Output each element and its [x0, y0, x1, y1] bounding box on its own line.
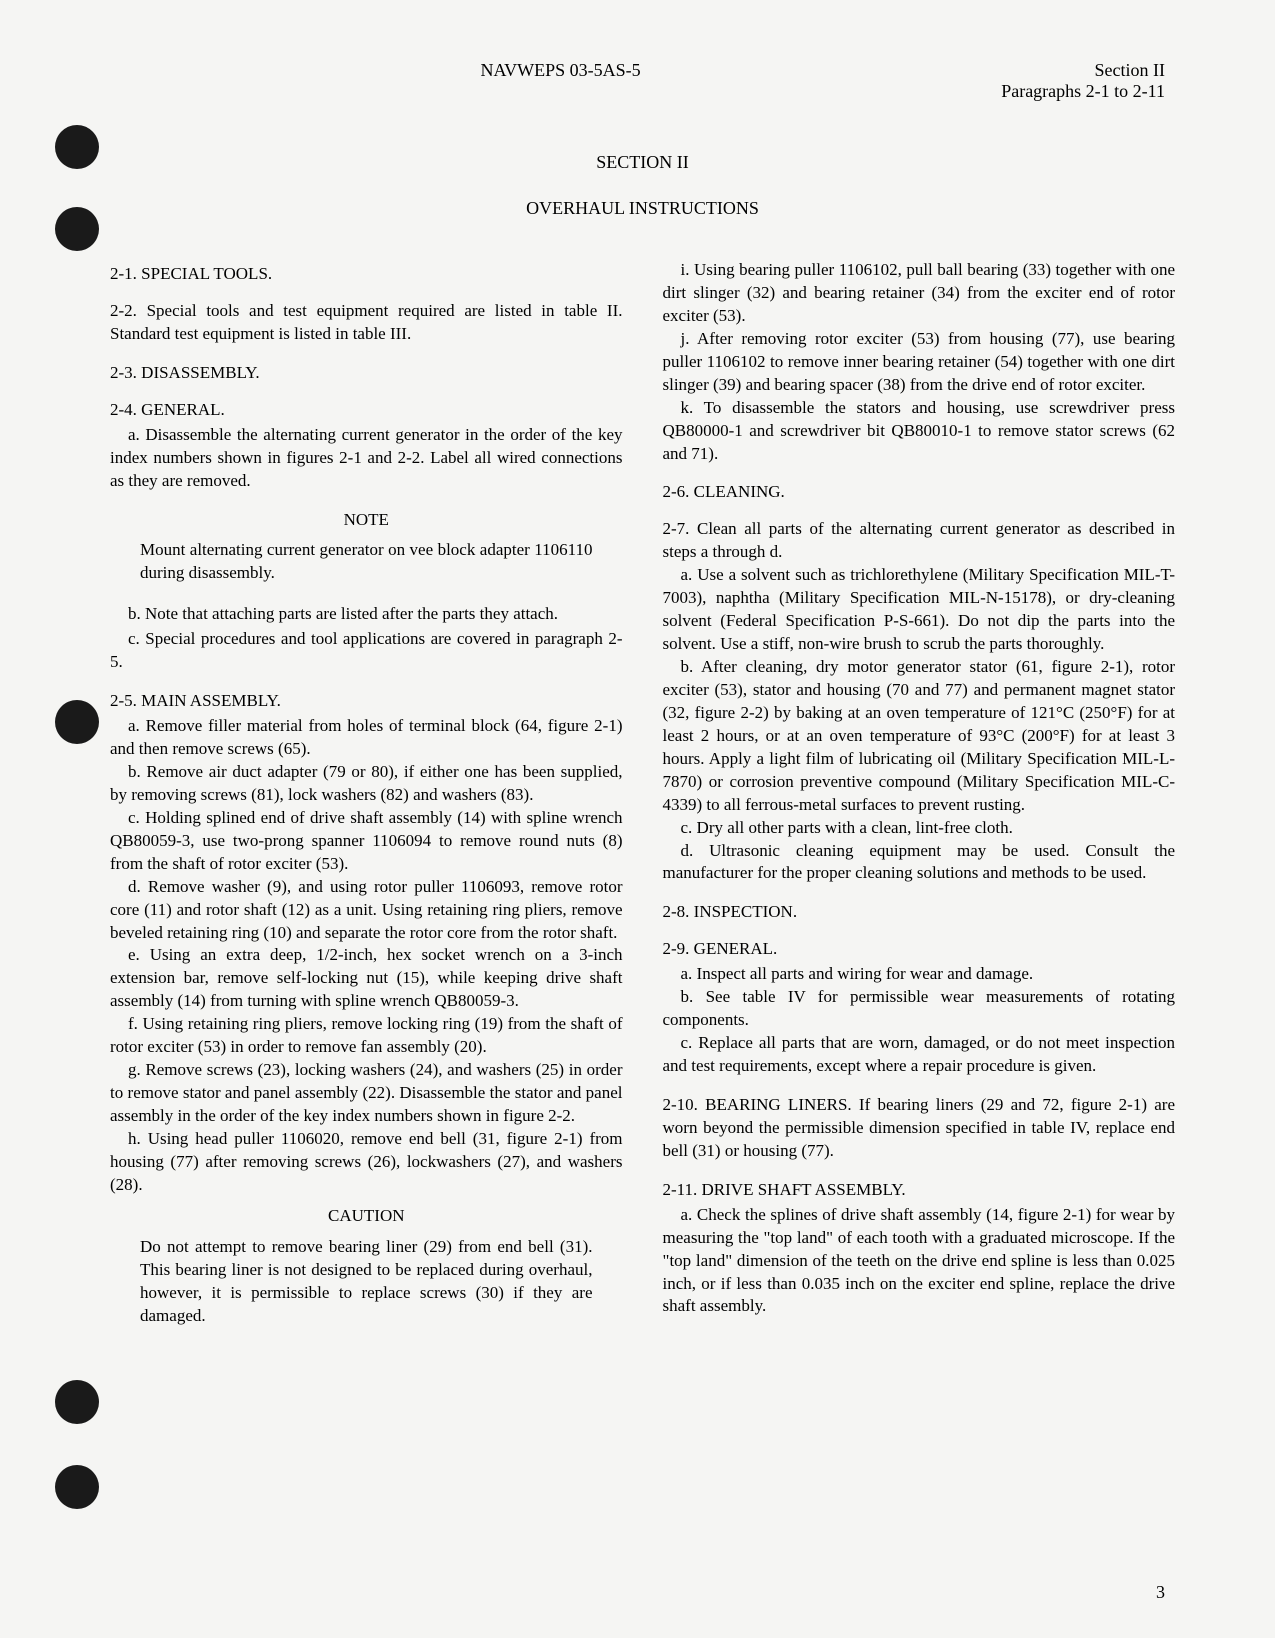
- para-2-4-heading: 2-4. GENERAL.: [110, 399, 623, 422]
- para-2-4c: c. Special procedures and tool applicati…: [110, 628, 623, 674]
- para-2-2: 2-2. Special tools and test equipment re…: [110, 300, 623, 346]
- para-2-7b: b. After cleaning, dry motor generator s…: [663, 656, 1176, 817]
- section-title: SECTION II: [110, 152, 1175, 173]
- para-2-9-heading: 2-9. GENERAL.: [663, 938, 1176, 961]
- document-body: 2-1. SPECIAL TOOLS. 2-2. Special tools a…: [110, 259, 1175, 1332]
- hole-punch-mark: [55, 1465, 99, 1509]
- para-2-11-heading: 2-11. DRIVE SHAFT ASSEMBLY.: [663, 1179, 1176, 1202]
- para-2-4b: b. Note that attaching parts are listed …: [110, 603, 623, 626]
- para-2-5j: j. After removing rotor exciter (53) fro…: [663, 328, 1176, 397]
- para-2-5a: a. Remove filler material from holes of …: [110, 715, 623, 761]
- note-text: Mount alternating current generator on v…: [110, 539, 623, 585]
- para-2-5h: h. Using head puller 1106020, remove end…: [110, 1128, 623, 1197]
- hole-punch-mark: [55, 700, 99, 744]
- hole-punch-mark: [55, 1380, 99, 1424]
- para-2-7c: c. Dry all other parts with a clean, lin…: [663, 817, 1176, 840]
- para-2-5e: e. Using an extra deep, 1/2-inch, hex so…: [110, 944, 623, 1013]
- para-2-11a: a. Check the splines of drive shaft asse…: [663, 1204, 1176, 1319]
- para-2-7a: a. Use a solvent such as trichlorethylen…: [663, 564, 1176, 656]
- para-2-5-heading: 2-5. MAIN ASSEMBLY.: [110, 690, 623, 713]
- para-2-3-heading: 2-3. DISASSEMBLY.: [110, 362, 623, 385]
- hole-punch-mark: [55, 125, 99, 169]
- caution-text: Do not attempt to remove bearing liner (…: [110, 1236, 623, 1328]
- para-2-1-heading: 2-1. SPECIAL TOOLS.: [110, 263, 623, 286]
- para-2-7: 2-7. Clean all parts of the alternating …: [663, 518, 1176, 564]
- para-2-9c: c. Replace all parts that are worn, dama…: [663, 1032, 1176, 1078]
- para-2-5i: i. Using bearing puller 1106102, pull ba…: [663, 259, 1176, 328]
- para-2-9b: b. See table IV for permissible wear mea…: [663, 986, 1176, 1032]
- para-2-10: 2-10. BEARING LINERS. If bearing liners …: [663, 1094, 1176, 1163]
- para-2-6-heading: 2-6. CLEANING.: [663, 481, 1176, 504]
- para-2-5k: k. To disassemble the stators and housin…: [663, 397, 1176, 466]
- para-2-8-heading: 2-8. INSPECTION.: [663, 901, 1176, 924]
- para-2-5d: d. Remove washer (9), and using rotor pu…: [110, 876, 623, 945]
- page-header: NAVWEPS 03-5AS-5 Section II Paragraphs 2…: [110, 60, 1175, 102]
- para-2-5g: g. Remove screws (23), locking washers (…: [110, 1059, 623, 1128]
- para-2-9a: a. Inspect all parts and wiring for wear…: [663, 963, 1176, 986]
- page-number: 3: [1156, 1582, 1165, 1603]
- para-2-4a: a. Disassemble the alternating current g…: [110, 424, 623, 493]
- document-id: NAVWEPS 03-5AS-5: [481, 60, 641, 80]
- caution-label: CAUTION: [110, 1205, 623, 1228]
- note-label: NOTE: [110, 509, 623, 532]
- paragraph-range: Paragraphs 2-1 to 2-11: [1001, 81, 1165, 102]
- para-2-5f: f. Using retaining ring pliers, remove l…: [110, 1013, 623, 1059]
- para-2-5c: c. Holding splined end of drive shaft as…: [110, 807, 623, 876]
- section-subtitle: OVERHAUL INSTRUCTIONS: [110, 198, 1175, 219]
- para-2-5b: b. Remove air duct adapter (79 or 80), i…: [110, 761, 623, 807]
- para-2-7d: d. Ultrasonic cleaning equipment may be …: [663, 840, 1176, 886]
- hole-punch-mark: [55, 207, 99, 251]
- section-label: Section II: [1001, 60, 1165, 81]
